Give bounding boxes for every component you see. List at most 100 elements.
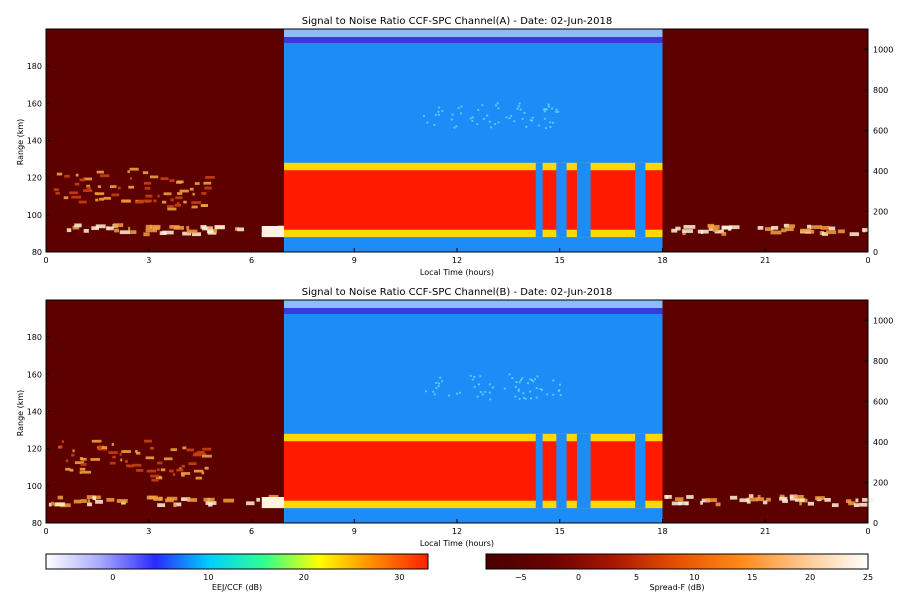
x-tick-label: 6: [249, 256, 254, 265]
spread-f-mark: [167, 207, 177, 211]
night-echo-mark: [169, 225, 180, 229]
upper-echo-mark: [479, 391, 482, 393]
spread-f-mark: [97, 185, 101, 189]
spread-f-mark: [136, 451, 141, 455]
night-echo-mark: [757, 225, 764, 230]
upper-echo-mark: [448, 394, 451, 397]
upper-echo-mark: [549, 126, 552, 128]
spread-f-mark: [146, 469, 157, 473]
night-echo-mark: [72, 225, 80, 230]
spread-f-mark: [128, 185, 135, 189]
spread-f-mark: [80, 463, 87, 466]
upper-echo-mark: [426, 121, 429, 124]
spread-f-mark: [169, 179, 175, 183]
night-echo-mark: [721, 225, 732, 230]
upper-echo-mark: [520, 379, 523, 381]
night-echo-mark: [51, 501, 55, 506]
upper-echo-mark: [539, 388, 542, 391]
spread-f-mark: [111, 193, 120, 197]
layer-gap: [535, 433, 543, 509]
heatmap-area: [46, 300, 874, 523]
night-echo-mark: [700, 230, 704, 234]
right-y-tick-label: 600: [873, 126, 888, 135]
spread-f-mark: [143, 181, 152, 185]
spread-f-mark: [145, 194, 153, 198]
upper-echo-mark: [508, 373, 511, 376]
colorbar-tick-label: 20: [299, 573, 309, 582]
spread-f-mark: [204, 466, 209, 470]
night-echo-mark: [153, 497, 163, 501]
upper-echo-mark: [532, 380, 535, 383]
night-echo-mark: [828, 226, 836, 231]
night-echo-mark: [755, 497, 765, 502]
upper-echo-mark: [522, 392, 525, 395]
y-tick-label: 100: [27, 482, 42, 491]
spread-f-mark: [108, 451, 118, 454]
spread-f-mark: [194, 182, 200, 185]
night-echo-mark: [853, 503, 860, 508]
night-echo-mark: [855, 498, 859, 503]
upper-echo-mark: [482, 118, 485, 120]
spread-f-mark: [128, 464, 134, 468]
x-tick-label: 0: [43, 256, 48, 265]
spread-f-mark: [121, 450, 131, 453]
upper-echo-mark: [473, 385, 476, 388]
spread-f-mark: [160, 468, 166, 472]
upper-echo-mark: [559, 394, 562, 396]
spread-f-mark: [149, 175, 159, 179]
spread-f-mark: [132, 463, 142, 467]
night-echo-mark: [705, 498, 717, 502]
night-echo-mark: [708, 225, 720, 229]
night-echo-mark: [87, 499, 90, 504]
layer-gap: [556, 433, 567, 509]
spread-f-mark: [195, 476, 203, 480]
night-echo-mark: [664, 494, 672, 499]
spread-f-mark: [127, 170, 130, 174]
upper-echo-mark: [497, 121, 500, 124]
colorbar-tick-label: 20: [805, 573, 815, 582]
upper-echo-mark: [488, 383, 491, 386]
upper-echo-mark: [435, 382, 438, 384]
night-echo-mark: [820, 225, 830, 230]
upper-echo-mark: [514, 385, 517, 388]
night-echo-mark: [181, 497, 191, 502]
spread-f-mark: [174, 203, 182, 207]
upper-echo-mark: [423, 115, 426, 118]
night-echo-mark: [675, 497, 684, 502]
x-tick-label: 9: [352, 527, 357, 536]
spread-f-mark: [172, 473, 176, 476]
night-echo-mark: [182, 231, 192, 236]
upper-echo-mark: [517, 388, 520, 391]
spread-f-mark: [176, 202, 180, 205]
spread-f-mark: [100, 446, 108, 449]
spread-f-mark: [138, 469, 144, 472]
colorbar-spreadf-label: Spread-F (dB): [649, 583, 704, 592]
upper-echo-mark: [478, 383, 481, 386]
right-y-tick-label: 400: [873, 167, 888, 176]
night-background: [46, 300, 285, 523]
spread-f-mark: [179, 189, 189, 193]
spread-f-mark: [183, 200, 187, 204]
night-echo-mark: [268, 494, 279, 499]
upper-echo-mark: [547, 103, 550, 106]
upper-echo-mark: [517, 389, 520, 392]
y-axis-label: Range (km): [16, 119, 25, 166]
colorbar-tick-label: 0: [110, 573, 115, 582]
upper-echo-mark: [505, 116, 508, 119]
night-echo-mark: [191, 232, 201, 237]
spread-f-mark: [196, 450, 205, 454]
night-echo-mark: [675, 226, 681, 231]
night-echo-mark: [789, 496, 797, 501]
night-echo-mark: [700, 500, 703, 505]
upper-echo-mark: [549, 121, 552, 124]
x-tick-label: 21: [760, 527, 770, 536]
colorbar-spreadf: −5 0 5 10 15 20 25 Spread-F (dB): [485, 553, 873, 592]
upper-echo-mark: [481, 104, 484, 107]
spread-f-mark: [175, 196, 183, 200]
spread-f-mark: [191, 205, 198, 209]
spread-f-mark: [63, 196, 69, 200]
night-echo-mark: [682, 231, 686, 236]
upper-echo-mark: [490, 126, 493, 129]
spread-f-mark: [180, 472, 191, 475]
